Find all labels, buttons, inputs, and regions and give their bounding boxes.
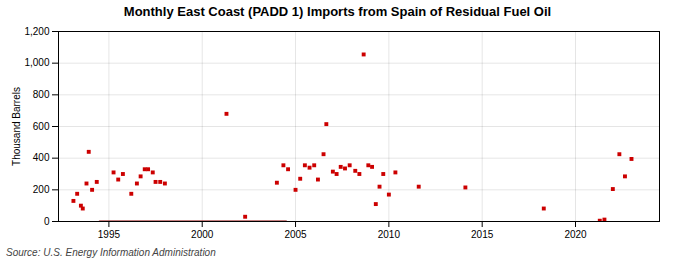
svg-text:1,000: 1,000 <box>24 57 49 68</box>
svg-text:0: 0 <box>44 216 50 227</box>
svg-text:600: 600 <box>33 121 50 132</box>
svg-text:Thousand Barrels: Thousand Barrels <box>11 87 22 166</box>
html-text:Monthly East Coast (PADD 1) Im: Monthly East Coast (PADD 1) Imports from… <box>123 4 552 19</box>
svg-text:400: 400 <box>33 152 50 163</box>
svg-text:1995: 1995 <box>98 229 121 240</box>
html-text:Source: U.S. Energy Informatio: Source: U.S. Energy Information Administ… <box>6 247 216 258</box>
svg-text:200: 200 <box>33 184 50 195</box>
svg-text:2000: 2000 <box>191 229 214 240</box>
svg-text:2010: 2010 <box>378 229 401 240</box>
svg-text:2020: 2020 <box>564 229 587 240</box>
svg-text:2005: 2005 <box>284 229 307 240</box>
svg-text:2015: 2015 <box>471 229 494 240</box>
svg-text:800: 800 <box>33 89 50 100</box>
svg-text:1,200: 1,200 <box>24 26 49 37</box>
